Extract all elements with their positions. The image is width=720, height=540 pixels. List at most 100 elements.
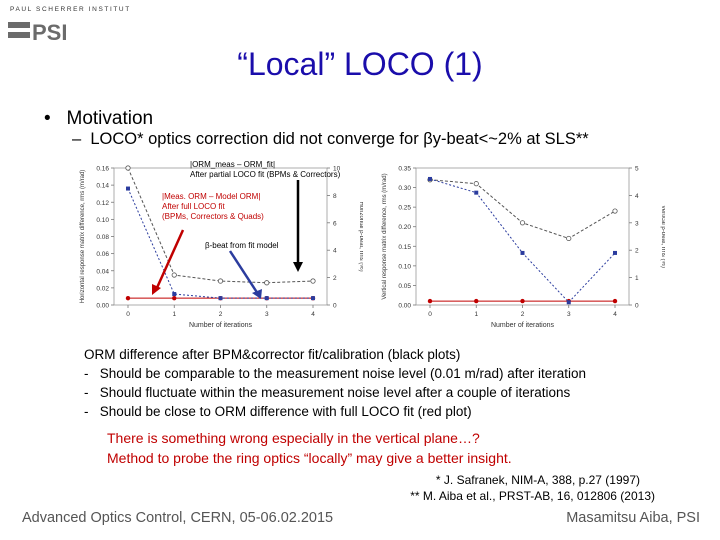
dash: - xyxy=(84,404,89,419)
sub-bullet-dash: – xyxy=(72,130,82,148)
arrow-full-fit xyxy=(154,229,185,291)
data-point xyxy=(217,278,224,284)
conclusion: There is something wrong especially in t… xyxy=(107,428,512,468)
list-item-text: Should fluctuate within the measurement … xyxy=(99,385,571,400)
y-tick-label: 0.10 xyxy=(398,263,411,270)
data-point xyxy=(125,165,131,171)
y-tick-label: 0.02 xyxy=(96,285,109,292)
conclusion-line: Method to probe the ring optics “locally… xyxy=(107,450,512,466)
y-tick-label: 0.25 xyxy=(398,205,411,212)
data-point xyxy=(473,181,479,187)
data-point xyxy=(519,220,526,226)
psi-logo-mark-icon: PSI xyxy=(8,20,67,45)
data-point xyxy=(566,235,572,242)
logo-mark-text: PSI xyxy=(32,20,67,45)
y2-tick-label: 10 xyxy=(333,166,341,173)
annotation-line: |ORM_meas – ORM_fit| xyxy=(190,160,276,169)
dash: - xyxy=(84,366,89,381)
sub-bullet-text: LOCO* optics correction did not converge… xyxy=(90,130,589,148)
data-point xyxy=(172,295,177,301)
footer-author: Masamitsu Aiba, PSI xyxy=(566,510,700,526)
data-point xyxy=(474,298,479,304)
bullet-motivation: • Motivation xyxy=(44,108,153,130)
x-tick-label: 2 xyxy=(219,311,223,318)
y-tick-label: 0.04 xyxy=(96,268,109,275)
x-tick-label: 2 xyxy=(521,311,525,318)
x-axis-label: Number of iterations xyxy=(189,322,253,329)
x-tick-label: 3 xyxy=(265,311,269,318)
annotation-full-fit: |Meas. ORM – Model ORM| After full LOCO … xyxy=(162,192,264,222)
sub-bullet: – LOCO* optics correction did not conver… xyxy=(72,130,589,149)
data-point xyxy=(566,300,571,305)
x-tick-label: 0 xyxy=(428,311,432,318)
data-point xyxy=(613,250,617,255)
data-point xyxy=(125,295,131,301)
x-tick-label: 1 xyxy=(172,311,176,318)
data-point xyxy=(264,296,269,301)
data-point xyxy=(310,278,316,284)
y-tick-label: 0.00 xyxy=(398,303,411,310)
reference-aiba: ** M. Aiba et al., PRST-AB, 16, 012806 (… xyxy=(410,489,655,503)
y-tick-label: 0.08 xyxy=(96,234,109,241)
annotation-line: (BPMs, Correctors & Quads) xyxy=(162,212,264,221)
annotation-beta-beat: β-beat from fit model xyxy=(205,241,279,250)
y2-tick-label: 1 xyxy=(635,275,639,282)
arrow-head-beta-beat xyxy=(252,289,262,299)
data-point xyxy=(126,186,130,191)
y-tick-label: 0.20 xyxy=(398,224,411,231)
x-tick-label: 4 xyxy=(311,311,315,318)
y-tick-label: 0.14 xyxy=(96,183,109,190)
data-point xyxy=(264,280,270,286)
slide-title: “Local” LOCO (1) xyxy=(237,46,483,82)
data-point xyxy=(612,208,618,214)
footer-event: Advanced Optics Control, CERN, 05-06.02.… xyxy=(22,510,334,526)
y-tick-label: 0.06 xyxy=(96,251,109,258)
y2-tick-label: 2 xyxy=(635,248,639,255)
y2-tick-label: 4 xyxy=(635,193,639,200)
conclusion-line: There is something wrong especially in t… xyxy=(107,430,480,446)
y-axis-label: Vertical response matrix difference, rms… xyxy=(382,173,388,299)
data-point xyxy=(520,250,525,255)
y2-tick-label: 2 xyxy=(333,275,337,282)
y2-axis-label: Horizontal β-beat, rms (%) xyxy=(358,201,363,271)
data-point xyxy=(520,298,525,304)
data-point xyxy=(474,190,479,195)
y2-tick-label: 8 xyxy=(333,193,337,200)
arrow-head-partial-fit xyxy=(293,262,303,272)
list-item: - Should fluctuate within the measuremen… xyxy=(84,383,586,402)
annotation-line: After full LOCO fit xyxy=(162,202,225,211)
orm-explanation: ORM difference after BPM&corrector fit/c… xyxy=(84,345,586,421)
y2-tick-label: 0 xyxy=(333,303,337,310)
y-axis-label: Horizontal response matrix difference, r… xyxy=(80,170,86,304)
vertical-orm-chart: 0.00 0.05 0.10 0.15 0.20 0.25 0.30 0.35 0 1 2 3 4 5 0 1… xyxy=(382,166,665,330)
list-item-text: Should be close to ORM difference with f… xyxy=(99,404,472,419)
y2-tick-label: 3 xyxy=(635,220,639,227)
x-tick-label: 0 xyxy=(126,311,130,318)
list-item-text: Should be comparable to the measurement … xyxy=(99,366,587,381)
y2-tick-label: 5 xyxy=(635,166,639,173)
annotation-partial-fit: |ORM_meas – ORM_fit| After partial LOCO … xyxy=(190,160,340,180)
y-tick-label: 0.15 xyxy=(398,244,411,251)
y2-tick-label: 6 xyxy=(333,220,337,227)
y2-axis-label: Vertical β-beat, rms (%) xyxy=(660,205,665,268)
y2-tick-label: 0 xyxy=(635,303,639,310)
arrow-beta-beat xyxy=(228,250,260,295)
y-tick-label: 0.16 xyxy=(96,166,109,173)
x-axis-label: Number of iterations xyxy=(491,322,555,329)
annotation-line: After partial LOCO fit (BPMs & Corrector… xyxy=(190,170,341,179)
psi-logo: PAUL SCHERRER INSTITUT PSI xyxy=(8,6,129,48)
data-point xyxy=(172,292,177,297)
data-point xyxy=(311,296,315,301)
series-line xyxy=(127,167,314,284)
data-point xyxy=(171,272,177,278)
dash: - xyxy=(84,385,89,400)
list-item: - Should be close to ORM difference with… xyxy=(84,402,586,421)
bullet-text: Motivation xyxy=(66,108,154,129)
y-tick-label: 0.00 xyxy=(96,303,109,310)
data-point xyxy=(427,298,433,304)
list-item: - Should be comparable to the measuremen… xyxy=(84,364,586,383)
y-tick-label: 0.30 xyxy=(398,185,411,192)
bullet-marker: • xyxy=(44,108,51,129)
orm-heading: ORM difference after BPM&corrector fit/c… xyxy=(84,347,461,362)
